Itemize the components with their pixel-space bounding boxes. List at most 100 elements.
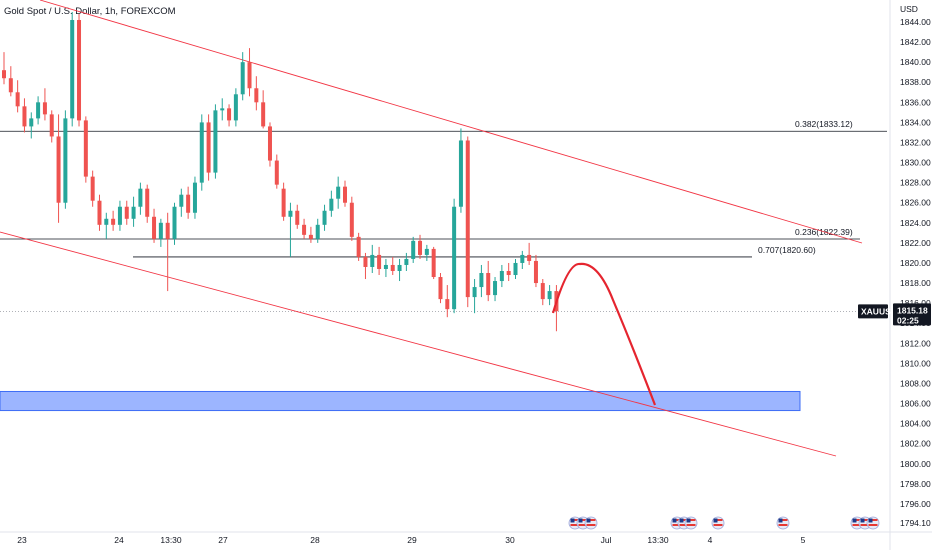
candle-body — [172, 206, 177, 239]
candle-body — [199, 122, 204, 183]
candle-body — [390, 264, 395, 271]
candle — [377, 246, 382, 276]
candle-body — [261, 102, 266, 127]
candle — [29, 112, 34, 139]
flag-stripe — [672, 524, 682, 526]
chart-title: Gold Spot / U.S. Dollar, 1h, FOREXCOM — [4, 6, 176, 17]
event-flag-icon[interactable] — [776, 516, 790, 530]
candle — [308, 226, 313, 243]
x-tick-label: 13:30 — [160, 535, 182, 545]
y-tick-label: 1812.00 — [900, 338, 931, 348]
event-flag-icon[interactable] — [711, 516, 725, 530]
countdown-text: 02:25 — [897, 315, 919, 325]
price-tag — [893, 303, 931, 326]
candle — [254, 76, 259, 111]
candle-body — [479, 273, 484, 288]
candle — [15, 80, 20, 113]
y-tick-label: 1796.00 — [900, 499, 931, 509]
candle-body — [377, 254, 382, 269]
event-flag-icon[interactable] — [866, 516, 880, 530]
candle — [370, 244, 375, 274]
y-tick-label: 1836.00 — [900, 97, 931, 107]
candle-body — [29, 118, 34, 127]
candle — [124, 200, 129, 225]
candle-body — [383, 264, 388, 269]
candle — [424, 244, 429, 261]
candle — [397, 258, 402, 282]
flag-stripe — [686, 524, 696, 526]
candle-body — [117, 206, 122, 225]
y-tick-label: 1816.00 — [900, 298, 931, 308]
candle-body — [213, 110, 218, 173]
candle — [445, 285, 450, 318]
candle-body — [240, 62, 245, 95]
candle — [458, 128, 463, 213]
flag-stripe — [713, 519, 723, 521]
candle-body — [42, 102, 47, 115]
candle-body — [63, 118, 68, 203]
candle-body — [424, 248, 429, 255]
candle — [152, 208, 157, 243]
y-tick-label: 1818.00 — [900, 278, 931, 288]
flag-canton — [672, 518, 677, 523]
fib-levels-layer: 0.382(1833.12)0.236(1822.39)0.707(1820.6… — [0, 119, 890, 312]
candle — [158, 218, 163, 247]
flag-stripe — [578, 524, 588, 526]
currency-label: USD — [900, 4, 918, 14]
candle — [267, 122, 272, 167]
candle-body — [431, 248, 436, 278]
candle — [111, 210, 116, 231]
flag-canton — [713, 518, 718, 523]
y-tick-label: 1840.00 — [900, 57, 931, 67]
candle-body — [186, 194, 191, 213]
event-flag-icon[interactable] — [584, 516, 598, 530]
y-tick-label: 1844.00 — [900, 17, 931, 27]
y-tick-label: 1830.00 — [900, 158, 931, 168]
candle-body — [227, 108, 232, 121]
flag-stripe — [570, 524, 580, 526]
y-tick-label: 1822.00 — [900, 238, 931, 248]
flag-stripe — [860, 524, 870, 526]
symbol-tag — [858, 304, 888, 319]
candle-body — [152, 216, 157, 239]
candle — [56, 114, 61, 223]
candle — [63, 110, 68, 209]
y-tick-label: 1838.00 — [900, 77, 931, 87]
x-tick-label: Jul — [601, 535, 612, 545]
candle-body — [274, 160, 279, 185]
candle — [404, 252, 409, 271]
x-tick-label: 13:30 — [647, 535, 669, 545]
candle-body — [547, 291, 552, 300]
candle — [390, 256, 395, 276]
candle — [213, 104, 218, 179]
price-label: XAUUSD 1815.1802:25 — [858, 303, 931, 326]
candles-layer — [2, 11, 559, 332]
candle-body — [233, 94, 238, 121]
candle — [36, 96, 41, 125]
candle-body — [438, 277, 443, 300]
x-tick-label: 5 — [801, 535, 806, 545]
candle-body — [418, 240, 423, 255]
candle — [520, 250, 525, 269]
candle-body — [145, 188, 150, 217]
candle-body — [472, 287, 477, 298]
candle — [70, 11, 75, 127]
candle — [288, 202, 293, 257]
candle — [227, 104, 232, 127]
flag-canton — [586, 518, 591, 523]
candle-body — [192, 182, 197, 213]
candle-body — [77, 19, 82, 121]
candle — [513, 258, 518, 280]
candle — [220, 98, 225, 121]
flag-stripe — [586, 524, 596, 526]
candle — [8, 66, 13, 97]
flag-stripe — [570, 519, 580, 521]
channel-layer — [0, 0, 863, 457]
event-flag-icon[interactable] — [684, 516, 698, 530]
candle-body — [370, 254, 375, 267]
candle-body — [138, 188, 143, 207]
y-tick-label: 1820.00 — [900, 258, 931, 268]
candle-body — [8, 78, 13, 93]
candle-body — [397, 264, 402, 271]
